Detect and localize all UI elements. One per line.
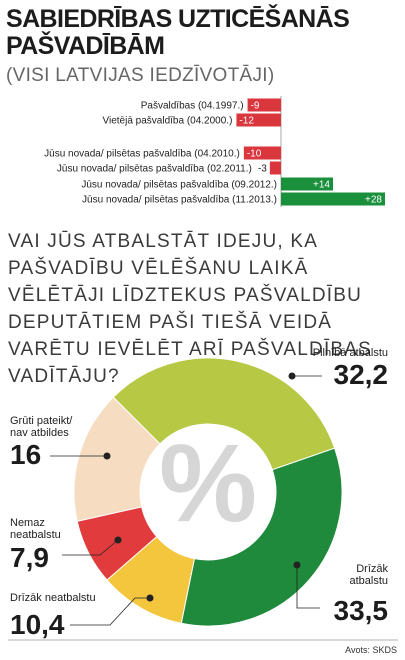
leader-line [296, 565, 320, 609]
category-label: Jūsu novada/ pilsētas pašvaldība (04.201… [44, 149, 240, 160]
leader-dot [114, 536, 122, 544]
value-label: +14 [313, 180, 330, 191]
slice-name: Drīzāk neatbalstu [10, 592, 96, 604]
leader-dot [146, 594, 154, 602]
category-label: Jūsu novada/ pilsētas pašvaldība (11.201… [82, 195, 277, 206]
bar [281, 192, 385, 206]
chart-title: SABIEDRĪBAS UZTICĒŠANĀS PAŠVADĪBĀM [6, 5, 350, 60]
category-label: Vietējā pašvaldība (04.2000.) [103, 116, 233, 127]
slice-name: Drīzāk atbalstu [349, 563, 388, 587]
value-label: -3 [258, 164, 267, 175]
category-label: Pašvaldības (04.1997.) [141, 101, 244, 112]
value-label: -9 [251, 101, 260, 112]
question-title: VAI JŪS ATBALSTĀT IDEJU, KA PAŠVADĪBU VĒ… [8, 231, 373, 387]
bar [243, 146, 281, 160]
value-label: -12 [239, 116, 254, 127]
leader-line [70, 597, 150, 626]
category-label: Jūsu novada/ pilsētas pašvaldība (02.201… [57, 164, 252, 175]
slice-value-label: 10,4 [10, 609, 65, 640]
donut-slice [180, 447, 343, 627]
leader-dot [293, 561, 301, 569]
slice-value-label: 32,2 [333, 359, 389, 390]
chart-subtitle: (VISI LATVIJAS IEDZĪVOTĀJI) [6, 65, 275, 86]
percent-decoration: % [159, 422, 257, 545]
bar [281, 177, 333, 191]
slice-value-label: 16 [10, 439, 42, 470]
leader-line [62, 539, 119, 556]
slice-name: Grūti pateikt/ nav atbildes [10, 415, 73, 439]
value-label: -10 [247, 149, 262, 160]
category-label: Jūsu novada/ pilsētas pašvaldība (09.201… [81, 180, 277, 191]
slice-name: Nemaz neatbalstu [10, 517, 61, 541]
leader-dot [103, 452, 111, 460]
source: Avots: SKDS [345, 645, 397, 655]
value-label: +28 [365, 195, 382, 206]
slice-value-label: 7,9 [10, 542, 49, 573]
donut-slice [112, 357, 336, 471]
leader-dot [288, 372, 296, 380]
donut-slice [73, 396, 161, 522]
bar [236, 113, 281, 127]
slice-value-label: 33,5 [333, 595, 389, 626]
bar [247, 98, 281, 112]
bar [269, 161, 281, 175]
slice-name: Pilnībā atbalstu [312, 347, 388, 359]
